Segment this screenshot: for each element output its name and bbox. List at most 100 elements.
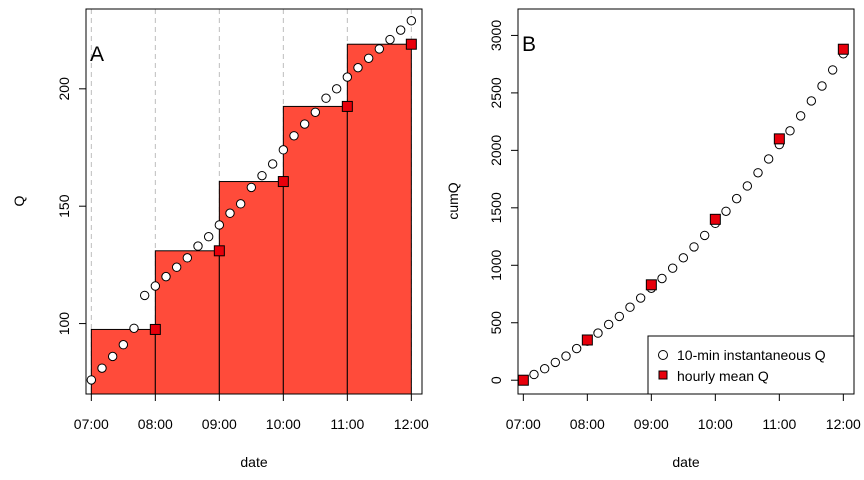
step-bar xyxy=(346,43,412,395)
legend-label-hourly: hourly mean Q xyxy=(677,368,769,384)
data-point-instantaneous-cumulative xyxy=(593,328,603,338)
data-point-instantaneous xyxy=(299,119,310,129)
x-axis-b: 07:00 08:00 09:00 10:00 11:00 12:00 xyxy=(506,394,861,432)
step-bar xyxy=(282,105,348,395)
x-axis-a: 07:00 08:00 09:00 10:00 11:00 12:00 xyxy=(74,394,429,432)
data-point-hourly-mean xyxy=(405,38,417,50)
data-point-instantaneous-cumulative xyxy=(689,242,699,252)
instantaneous-points xyxy=(86,16,417,385)
legend-circle-marker xyxy=(658,350,668,360)
data-point-instantaneous xyxy=(342,72,353,82)
data-point-instantaneous-cumulative xyxy=(731,193,742,204)
y-tick-label-a: 150 xyxy=(56,194,72,218)
data-point-hourly-mean xyxy=(149,323,161,335)
data-point-instantaneous xyxy=(225,208,235,218)
data-point-instantaneous xyxy=(310,107,321,117)
data-point-instantaneous-cumulative xyxy=(657,273,667,284)
y-tick-label-b: 3000 xyxy=(488,20,504,51)
data-point-instantaneous xyxy=(193,241,203,251)
data-point-instantaneous-cumulative xyxy=(806,96,817,106)
panel-label-b: B xyxy=(522,33,536,56)
data-point-instantaneous xyxy=(214,220,225,230)
x-axis-label-a: date xyxy=(240,454,267,470)
legend-box xyxy=(647,335,855,395)
data-point-hourly-cumulative xyxy=(709,213,721,225)
data-point-instantaneous xyxy=(385,34,395,45)
data-point-instantaneous-cumulative xyxy=(614,311,625,322)
y-tick-label-a: 200 xyxy=(56,77,72,101)
data-point-instantaneous-cumulative xyxy=(603,319,614,330)
y-tick-label-b: 500 xyxy=(488,311,504,335)
legend-square-marker xyxy=(658,370,668,380)
data-point-hourly-cumulative xyxy=(837,43,849,55)
data-point-hourly-cumulative xyxy=(581,334,593,346)
data-point-instantaneous xyxy=(331,84,342,94)
data-point-instantaneous xyxy=(203,232,214,242)
data-point-instantaneous-cumulative xyxy=(571,343,582,354)
panel-b: 07:00 08:00 09:00 10:00 11:00 12:00 0 500 1000 1… xyxy=(445,8,861,470)
y-axis-label-b: cumQ xyxy=(445,182,461,219)
x-tick-label-b: 09:00 xyxy=(634,416,669,432)
data-point-instantaneous xyxy=(182,253,193,263)
step-bar xyxy=(90,328,156,395)
data-point-instantaneous xyxy=(107,351,118,362)
data-point-instantaneous-cumulative xyxy=(561,351,571,361)
data-point-instantaneous xyxy=(235,199,246,209)
data-point-instantaneous xyxy=(374,44,385,54)
data-point-instantaneous-cumulative xyxy=(529,369,539,380)
panel-label-a: A xyxy=(90,43,104,66)
x-tick-label-a: 08:00 xyxy=(138,416,173,432)
data-point-instantaneous-cumulative xyxy=(699,230,710,241)
data-point-instantaneous-cumulative xyxy=(785,126,795,136)
x-tick-label-a: 09:00 xyxy=(202,416,237,432)
instantaneous-cumulative-points xyxy=(518,49,849,385)
data-point-instantaneous-cumulative xyxy=(625,302,635,312)
data-point-instantaneous xyxy=(363,53,374,63)
data-point-hourly-mean xyxy=(341,100,353,112)
y-axis-b: 0 500 1000 1500 2000 2500 3000 xyxy=(488,20,518,384)
data-point-instantaneous-cumulative xyxy=(667,263,678,273)
data-point-instantaneous-cumulative xyxy=(678,253,689,263)
data-point-instantaneous-cumulative xyxy=(635,293,646,303)
y-tick-label-b: 2000 xyxy=(488,135,504,166)
data-point-instantaneous xyxy=(129,323,139,333)
legend-label-instantaneous: 10-min instantaneous Q xyxy=(677,347,826,363)
data-point-instantaneous-cumulative xyxy=(795,111,806,121)
step-bars xyxy=(90,43,412,395)
data-point-hourly-mean xyxy=(213,245,225,257)
data-point-instantaneous xyxy=(150,281,161,291)
y-tick-label-a: 100 xyxy=(56,312,72,336)
data-point-instantaneous xyxy=(161,271,171,282)
x-tick-label-a: 12:00 xyxy=(394,416,429,432)
y-tick-label-b: 2500 xyxy=(488,77,504,108)
legend: 10-min instantaneous Q hourly mean Q xyxy=(647,335,855,395)
panel-a: 07:00 08:00 09:00 10:00 11:00 12:00 100 150 200… xyxy=(11,8,429,470)
y-axis-a: 100 150 200 xyxy=(56,77,86,335)
data-point-hourly-cumulative xyxy=(773,133,785,145)
x-tick-label-b: 08:00 xyxy=(570,416,605,432)
data-point-instantaneous xyxy=(406,16,417,26)
data-point-instantaneous xyxy=(139,290,150,301)
y-tick-label-b: 1000 xyxy=(488,250,504,281)
x-tick-label-b: 10:00 xyxy=(698,416,733,432)
data-point-hourly-mean xyxy=(277,176,289,188)
data-point-instantaneous-cumulative xyxy=(721,206,731,216)
data-point-instantaneous xyxy=(257,170,267,181)
data-point-instantaneous-cumulative xyxy=(742,181,753,191)
data-point-instantaneous xyxy=(246,182,257,193)
data-point-instantaneous xyxy=(171,262,182,272)
x-tick-label-a: 11:00 xyxy=(330,416,364,432)
data-point-instantaneous xyxy=(86,375,97,385)
data-point-instantaneous xyxy=(321,93,331,103)
y-tick-label-b: 1500 xyxy=(488,192,504,223)
data-point-instantaneous-cumulative xyxy=(539,364,550,374)
hourly-mean-points xyxy=(149,38,417,335)
x-tick-label-b: 12:00 xyxy=(826,416,861,432)
data-point-instantaneous xyxy=(395,25,406,35)
data-point-instantaneous-cumulative xyxy=(817,81,827,91)
y-axis-label-a: Q xyxy=(11,195,27,206)
data-point-hourly-cumulative xyxy=(517,374,529,386)
data-point-instantaneous xyxy=(118,340,129,350)
x-tick-label-b: 11:00 xyxy=(762,416,796,432)
